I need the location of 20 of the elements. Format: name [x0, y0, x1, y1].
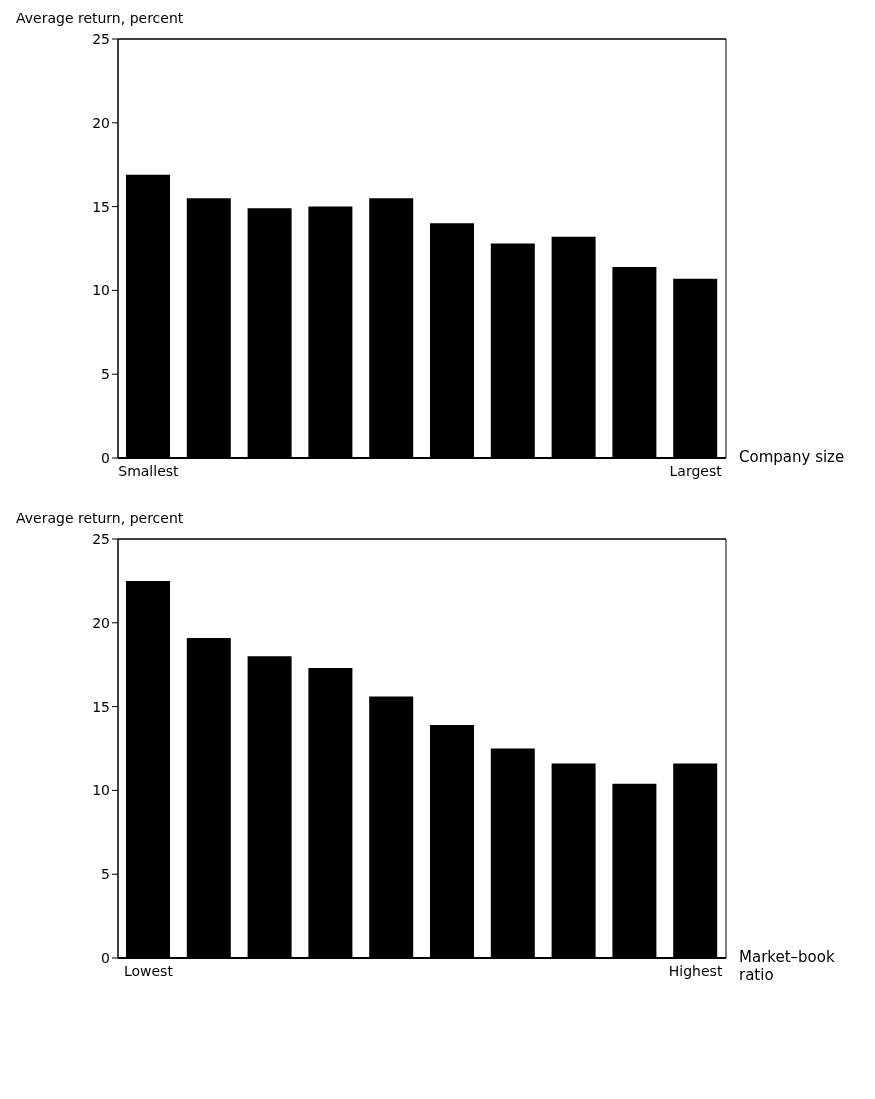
- y-tick-label: 5: [101, 366, 110, 383]
- x-tick-label: Highest: [668, 962, 723, 979]
- x-axis-title: Market–book ratio: [739, 948, 836, 984]
- y-tick-label: 15: [92, 198, 110, 215]
- y-tick-label: 25: [92, 30, 110, 47]
- y-tick-label: 25: [92, 530, 110, 547]
- x-tick-label: Lowest: [123, 962, 174, 979]
- y-tick-label: 15: [92, 698, 110, 715]
- x-tick-label: Largest: [669, 462, 723, 479]
- y-tick-label: 0: [101, 449, 110, 466]
- y-tick-label: 10: [92, 282, 110, 299]
- y-tick-label: 10: [92, 782, 110, 799]
- y-axis-title: Average return, percent: [16, 10, 184, 26]
- y-tick-label: 20: [92, 114, 110, 131]
- y-tick-label: 5: [101, 866, 110, 883]
- y-tick-label: 0: [101, 949, 110, 966]
- y-axis-title: Average return, percent: [16, 510, 184, 526]
- x-tick-label: Smallest: [118, 462, 180, 479]
- x-axis-title: Company size: [739, 448, 846, 466]
- y-tick-label: 20: [92, 614, 110, 631]
